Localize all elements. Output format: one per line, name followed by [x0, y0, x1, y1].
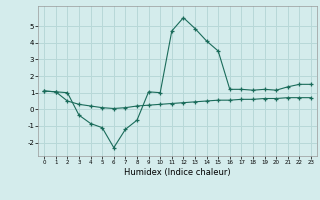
X-axis label: Humidex (Indice chaleur): Humidex (Indice chaleur) — [124, 168, 231, 177]
